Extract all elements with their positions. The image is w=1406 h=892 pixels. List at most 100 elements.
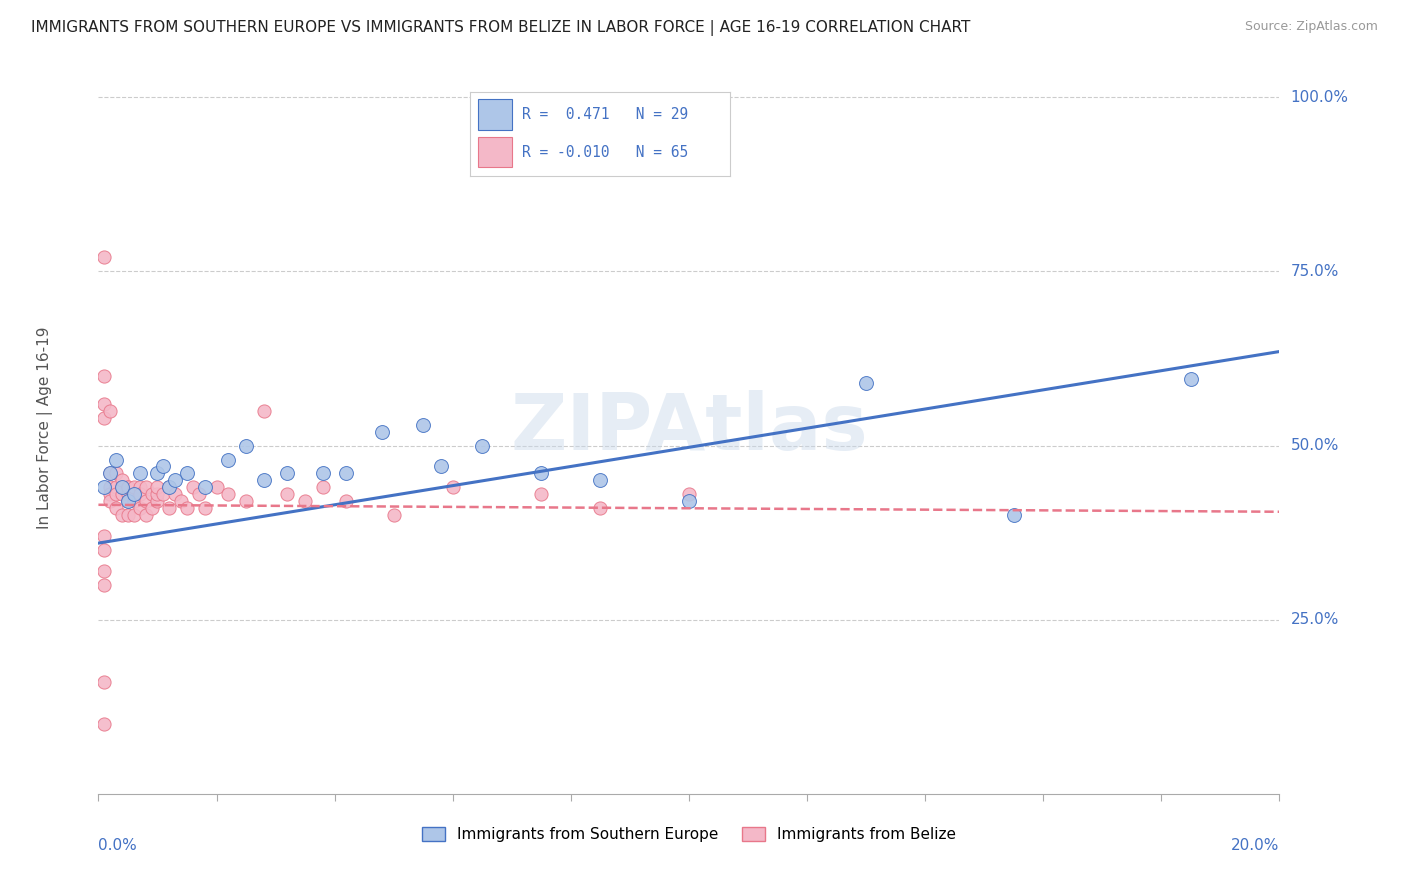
Point <box>530 467 553 481</box>
Point <box>441 480 464 494</box>
Point <box>105 452 128 467</box>
Point <box>122 480 145 494</box>
Point <box>146 480 169 494</box>
Text: 50.0%: 50.0% <box>1291 438 1339 453</box>
Point <box>294 494 316 508</box>
Point <box>93 675 115 690</box>
Point <box>128 467 150 481</box>
Point <box>128 480 150 494</box>
Text: Source: ZipAtlas.com: Source: ZipAtlas.com <box>1244 20 1378 33</box>
Point <box>117 480 139 494</box>
Point <box>146 467 169 481</box>
Text: In Labor Force | Age 16-19: In Labor Force | Age 16-19 <box>38 326 53 530</box>
Point <box>117 508 139 523</box>
Point <box>170 494 193 508</box>
Text: 100.0%: 100.0% <box>1291 90 1348 104</box>
Point <box>187 487 209 501</box>
Point <box>93 251 115 265</box>
Point <box>205 480 228 494</box>
Point <box>589 501 612 516</box>
Text: IMMIGRANTS FROM SOUTHERN EUROPE VS IMMIGRANTS FROM BELIZE IN LABOR FORCE | AGE 1: IMMIGRANTS FROM SOUTHERN EUROPE VS IMMIG… <box>31 20 970 36</box>
Point <box>98 494 121 508</box>
Point <box>589 474 612 488</box>
Point <box>678 494 700 508</box>
Point <box>152 487 174 501</box>
Point <box>335 494 357 508</box>
Point <box>98 487 121 501</box>
Point <box>1002 508 1025 523</box>
Point <box>105 501 128 516</box>
Point <box>235 439 257 453</box>
Point <box>111 474 134 488</box>
Point <box>111 480 134 494</box>
Point <box>128 487 150 501</box>
Point <box>98 480 121 494</box>
Point <box>93 410 115 425</box>
Point <box>235 494 257 508</box>
Point <box>98 467 121 481</box>
Point <box>165 474 187 488</box>
Point <box>117 480 139 494</box>
Point <box>117 487 139 501</box>
Point <box>176 467 198 481</box>
Point <box>135 494 157 508</box>
Point <box>117 494 139 508</box>
Point <box>146 487 169 501</box>
Point <box>194 480 217 494</box>
Point <box>111 480 134 494</box>
Text: 75.0%: 75.0% <box>1291 264 1339 279</box>
Point <box>194 501 217 516</box>
Point <box>128 501 150 516</box>
Point <box>122 487 145 501</box>
Point <box>678 487 700 501</box>
Text: 20.0%: 20.0% <box>1232 838 1279 853</box>
Point <box>105 467 128 481</box>
Point <box>111 487 134 501</box>
Point <box>1180 372 1202 386</box>
Point <box>165 487 187 501</box>
Point <box>181 480 204 494</box>
Point <box>93 397 115 411</box>
Point <box>253 474 276 488</box>
Point <box>93 543 115 558</box>
Point <box>93 480 115 494</box>
Point <box>135 480 157 494</box>
Point <box>98 467 121 481</box>
Text: 0.0%: 0.0% <box>98 838 138 853</box>
Point <box>93 564 115 578</box>
Point <box>276 487 298 501</box>
Point <box>141 501 163 516</box>
Point <box>371 425 394 439</box>
Point <box>312 480 335 494</box>
Point <box>111 508 134 523</box>
Point <box>93 368 115 383</box>
Point <box>105 480 128 494</box>
Point <box>855 376 877 390</box>
Point <box>122 487 145 501</box>
Legend: Immigrants from Southern Europe, Immigrants from Belize: Immigrants from Southern Europe, Immigra… <box>416 822 962 848</box>
Point <box>412 417 434 432</box>
Point <box>122 494 145 508</box>
Point <box>141 487 163 501</box>
Point <box>471 439 494 453</box>
Point <box>217 452 239 467</box>
Point <box>157 480 180 494</box>
Point <box>530 487 553 501</box>
Point <box>105 487 128 501</box>
Point <box>157 501 180 516</box>
Point <box>93 529 115 543</box>
Point <box>430 459 453 474</box>
Point <box>93 717 115 731</box>
Point <box>176 501 198 516</box>
Point <box>146 494 169 508</box>
Text: ZIPAtlas: ZIPAtlas <box>510 390 868 467</box>
Point <box>135 508 157 523</box>
Point <box>312 467 335 481</box>
Point <box>122 508 145 523</box>
Point <box>276 467 298 481</box>
Point <box>117 494 139 508</box>
Point <box>98 403 121 417</box>
Point <box>253 403 276 417</box>
Point <box>93 578 115 592</box>
Point <box>335 467 357 481</box>
